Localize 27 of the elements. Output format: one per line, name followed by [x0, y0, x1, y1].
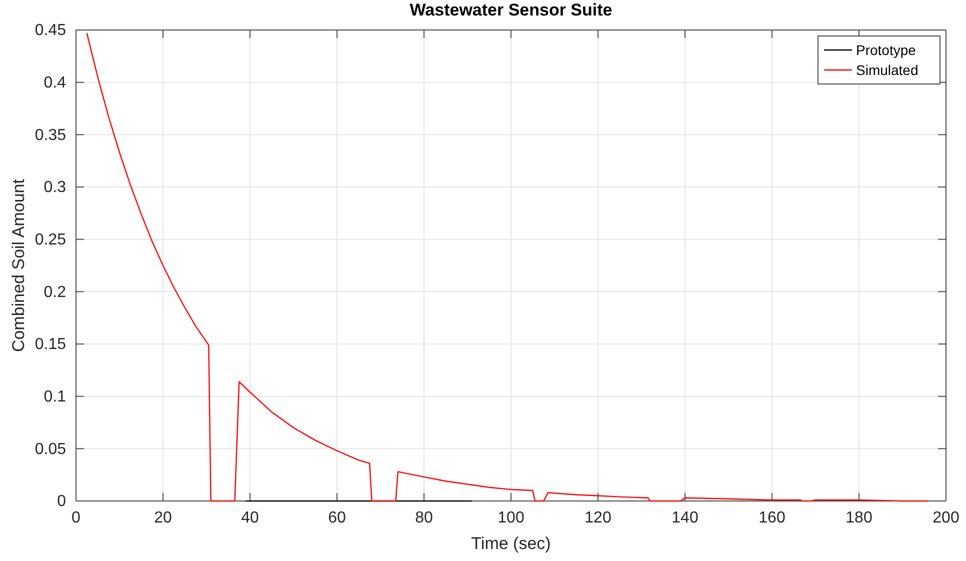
legend-label: Prototype — [856, 42, 916, 58]
x-tick-label: 100 — [498, 509, 524, 526]
chart-title: Wastewater Sensor Suite — [410, 0, 612, 20]
x-axis-title: Time (sec) — [471, 534, 551, 553]
line-series — [86, 32, 930, 502]
y-tick-label: 0.1 — [44, 388, 66, 406]
x-tick-label: 80 — [415, 509, 433, 526]
y-tick-label: 0.2 — [44, 284, 66, 301]
y-tick-label: 0.25 — [34, 231, 66, 248]
y-tick-label: 0.45 — [34, 22, 66, 40]
y-tick-label: 0.15 — [34, 336, 66, 354]
x-tick-label: 180 — [846, 509, 872, 526]
y-tick-label: 0.35 — [34, 126, 66, 144]
y-tick-label: 0.3 — [44, 179, 66, 196]
legend-label: Simulated — [856, 62, 918, 78]
y-axis-title: Combined Soil Amount — [9, 178, 28, 352]
x-tick-label: 60 — [328, 509, 346, 526]
y-tick-label: 0.05 — [34, 440, 66, 458]
x-tick-label: 120 — [584, 509, 612, 526]
x-tick-label: 40 — [241, 509, 259, 526]
x-tick-label: 140 — [672, 509, 698, 526]
x-tick-label: 200 — [932, 509, 960, 526]
x-tick-label: 0 — [72, 509, 81, 526]
x-tick-label: 160 — [758, 509, 786, 526]
y-tick-label: 0 — [57, 493, 66, 510]
x-tick-label: 20 — [154, 509, 172, 526]
y-tick-label: 0.4 — [44, 74, 66, 92]
